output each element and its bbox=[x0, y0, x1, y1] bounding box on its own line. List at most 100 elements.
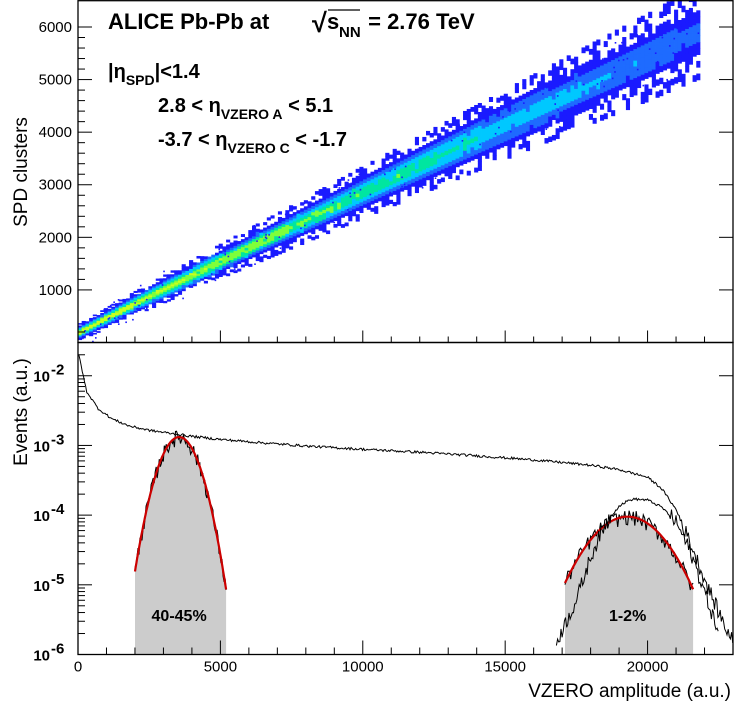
heatmap-cell bbox=[248, 248, 253, 252]
heatmap-cell bbox=[148, 298, 153, 301]
heatmap-cell bbox=[140, 295, 146, 298]
heatmap-cell bbox=[92, 326, 97, 328]
heatmap-cell bbox=[240, 254, 245, 258]
heatmap-outlier bbox=[224, 250, 226, 253]
heatmap-cell bbox=[485, 130, 490, 136]
heatmap-cell bbox=[244, 252, 249, 256]
heatmap-cell bbox=[174, 294, 179, 297]
heatmap-cell bbox=[403, 181, 408, 187]
heatmap-cell bbox=[581, 68, 586, 75]
heatmap-cell bbox=[363, 182, 368, 187]
heatmap-cell bbox=[311, 224, 316, 228]
heatmap-cell bbox=[81, 334, 86, 336]
heatmap-cell bbox=[551, 73, 556, 80]
heatmap-cell bbox=[222, 265, 227, 269]
heatmap-cell bbox=[233, 252, 238, 256]
heatmap-cell bbox=[385, 167, 390, 172]
heatmap-cell bbox=[600, 87, 605, 94]
heatmap-cell bbox=[400, 156, 405, 161]
heatmap-outlier bbox=[554, 103, 557, 105]
heatmap-cell bbox=[322, 193, 327, 198]
heatmap-cell bbox=[444, 133, 449, 139]
heatmap-cell bbox=[688, 26, 693, 34]
heatmap-cell bbox=[248, 232, 253, 236]
heatmap-cell bbox=[670, 36, 675, 43]
heatmap-cell bbox=[562, 83, 568, 89]
heatmap-outlier bbox=[259, 231, 261, 233]
heatmap-cell bbox=[78, 337, 83, 339]
heatmap-cell bbox=[277, 236, 283, 241]
heatmap-cell bbox=[396, 177, 401, 182]
heatmap-outlier bbox=[338, 187, 341, 189]
heatmap-cell bbox=[533, 122, 538, 129]
heatmap-cell bbox=[170, 280, 175, 283]
heatmap-cell bbox=[122, 305, 127, 308]
heatmap-cell bbox=[174, 286, 179, 289]
heatmap-cell bbox=[670, 42, 675, 49]
heatmap-outlier bbox=[614, 71, 616, 73]
heatmap-cell bbox=[503, 93, 508, 99]
heatmap-cell bbox=[581, 74, 586, 81]
heatmap-cell bbox=[451, 121, 457, 126]
heatmap-cell bbox=[659, 89, 664, 97]
heatmap-cell bbox=[600, 103, 605, 110]
heatmap-cell bbox=[300, 229, 305, 233]
heatmap-outlier bbox=[268, 234, 270, 236]
heatmap-cell bbox=[270, 251, 275, 255]
heatmap-cell bbox=[674, 40, 679, 47]
heatmap-cell bbox=[174, 276, 179, 279]
heatmap-cell bbox=[696, 35, 701, 43]
heatmap-cell bbox=[451, 134, 457, 139]
heatmap-cell bbox=[78, 334, 83, 337]
heatmap-cell bbox=[603, 74, 608, 81]
heatmap-cell bbox=[266, 242, 271, 246]
heatmap-cell bbox=[374, 177, 379, 182]
heatmap-cell bbox=[537, 96, 542, 102]
heatmap-cell bbox=[592, 63, 597, 70]
heatmap-cell bbox=[244, 237, 249, 241]
heatmap-cell bbox=[122, 308, 127, 311]
heatmap-cell bbox=[226, 244, 231, 248]
heatmap-cell bbox=[455, 175, 460, 181]
heatmap-cell bbox=[611, 82, 616, 89]
heatmap-cell bbox=[529, 124, 534, 130]
peak-fill bbox=[565, 516, 694, 655]
heatmap-cell bbox=[466, 139, 471, 145]
heatmap-cell bbox=[211, 277, 216, 281]
heatmap-cell bbox=[418, 158, 423, 164]
heatmap-cell bbox=[226, 273, 231, 277]
heatmap-cell bbox=[181, 274, 186, 277]
heatmap-cell bbox=[333, 197, 338, 202]
heatmap-outlier bbox=[389, 191, 392, 194]
heatmap-cell bbox=[189, 276, 194, 280]
heatmap-cell bbox=[600, 59, 605, 66]
heatmap-cell bbox=[618, 61, 623, 68]
heatmap-outlier bbox=[602, 58, 604, 60]
heatmap-cell bbox=[266, 217, 271, 221]
heatmap-cell bbox=[311, 202, 316, 206]
heatmap-cell bbox=[192, 277, 197, 280]
heatmap-cell bbox=[337, 195, 342, 200]
heatmap-cell bbox=[122, 314, 127, 317]
heatmap-cell bbox=[525, 145, 531, 152]
heatmap-cell bbox=[307, 229, 312, 233]
heatmap-cell bbox=[463, 141, 468, 147]
heatmap-cell bbox=[355, 200, 360, 205]
heatmap-cell bbox=[544, 102, 549, 109]
heatmap-cell bbox=[252, 228, 257, 232]
heatmap-cell bbox=[244, 244, 249, 248]
heatmap-cell bbox=[518, 134, 523, 140]
heatmap-cell bbox=[392, 148, 397, 154]
heatmap-cell bbox=[451, 151, 457, 156]
heatmap-cell bbox=[418, 175, 423, 180]
heatmap-cell bbox=[648, 70, 653, 78]
heatmap-cell bbox=[459, 169, 464, 175]
heatmap-cell bbox=[529, 129, 534, 135]
heatmap-cell bbox=[618, 50, 623, 57]
heatmap-cell bbox=[103, 322, 109, 324]
heatmap-cell bbox=[200, 258, 205, 261]
heatmap-cell bbox=[488, 124, 494, 130]
heatmap-cell bbox=[407, 176, 412, 181]
heatmap-cell bbox=[629, 85, 634, 92]
